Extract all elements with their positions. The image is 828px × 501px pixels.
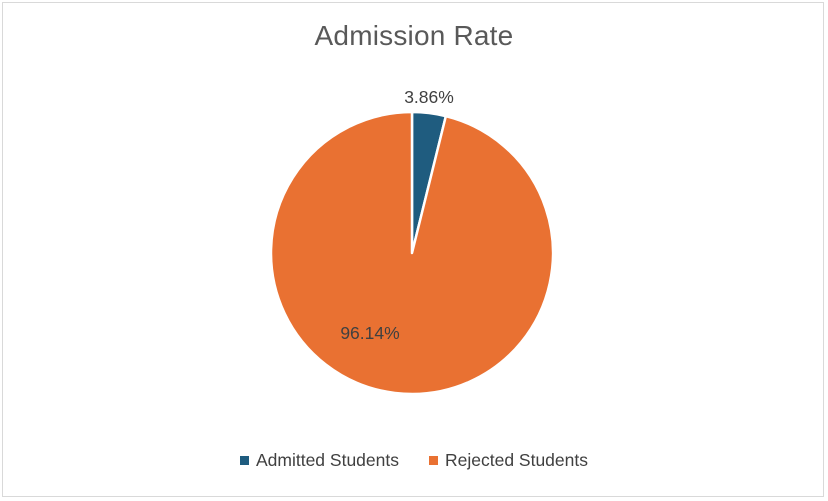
legend-swatch bbox=[428, 456, 438, 465]
legend-label: Admitted Students bbox=[255, 450, 399, 470]
legend-label: Rejected Students bbox=[444, 450, 588, 470]
data-label-rejected-students: 96.14% bbox=[340, 323, 399, 343]
chart-title: Admission Rate bbox=[314, 20, 514, 51]
legend-item-admitted-students: Admitted Students bbox=[239, 450, 399, 471]
pie-slice-rejected-students bbox=[269, 110, 555, 396]
data-label-admitted-students: 3.86% bbox=[404, 87, 454, 107]
legend-swatch bbox=[239, 456, 249, 465]
legend: Admitted Students Rejected Students bbox=[0, 450, 828, 471]
legend-item-rejected-students: Rejected Students bbox=[428, 450, 588, 471]
